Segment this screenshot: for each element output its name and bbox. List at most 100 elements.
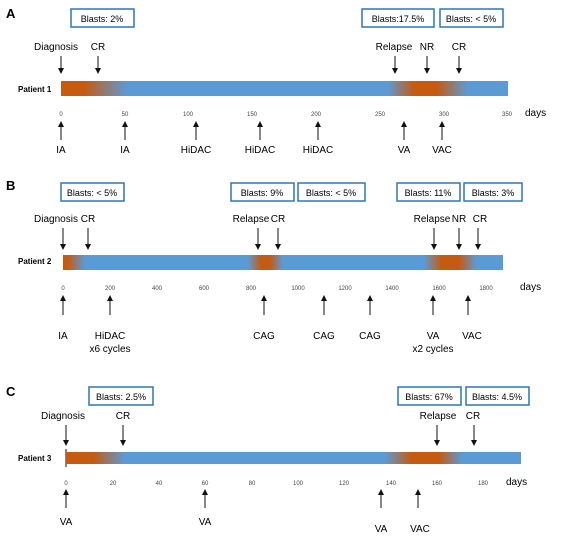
panel-letter: C (6, 384, 16, 399)
blasts-box (60, 182, 125, 202)
svg-text:600: 600 (199, 286, 210, 292)
svg-text:1400: 1400 (385, 286, 399, 292)
svg-text:VA: VA (398, 145, 411, 156)
days-label: days (520, 282, 541, 293)
days-label: days (506, 477, 527, 488)
panel-letter: B (6, 178, 15, 193)
blasts-label: Blasts: < 5% (306, 188, 356, 198)
svg-text:VA: VA (427, 331, 440, 342)
timeline-bar (66, 452, 521, 464)
event-labels-bottom: VA VA VA VAC (60, 517, 430, 535)
svg-text:IA: IA (120, 145, 130, 156)
svg-text:CR: CR (116, 411, 130, 422)
svg-text:200: 200 (311, 112, 322, 118)
svg-text:VA: VA (199, 517, 212, 528)
svg-text:350: 350 (502, 112, 513, 118)
svg-text:VA: VA (60, 517, 73, 528)
blasts-label: Blasts: 67% (405, 392, 453, 402)
svg-text:x6 cycles: x6 cycles (89, 344, 130, 355)
days-label: days (525, 108, 546, 119)
arrows-bottom (58, 121, 445, 140)
svg-text:0: 0 (64, 481, 68, 487)
blasts-label: Blasts: < 5% (446, 14, 496, 24)
svg-text:CAG: CAG (313, 331, 335, 342)
svg-text:800: 800 (246, 286, 257, 292)
blasts-box (396, 182, 461, 202)
svg-text:100: 100 (293, 481, 304, 487)
blasts-box (463, 182, 523, 202)
svg-text:CR: CR (271, 214, 285, 225)
svg-text:HiDAC: HiDAC (245, 145, 276, 156)
svg-text:CAG: CAG (359, 331, 381, 342)
svg-text:VAC: VAC (410, 524, 430, 535)
svg-text:0: 0 (61, 286, 65, 292)
timeline-bar (63, 255, 503, 270)
svg-text:Relapse: Relapse (233, 214, 270, 225)
svg-text:Relapse: Relapse (414, 214, 451, 225)
blasts-box (465, 386, 530, 406)
arrows-bottom (63, 489, 421, 508)
axis-ticks: 0 50 100 150 200 250 300 350 (59, 112, 512, 118)
patient-label: Patient 2 (18, 257, 52, 266)
blasts-label: Blasts: 4.5% (472, 392, 522, 402)
blasts-label: Blasts: 3% (472, 188, 515, 198)
svg-text:NR: NR (452, 214, 466, 225)
panel-b: B Blasts: < 5% Blasts: 9% Blasts: < 5% B… (6, 178, 541, 355)
svg-text:0: 0 (59, 112, 63, 118)
svg-text:80: 80 (249, 481, 256, 487)
svg-text:400: 400 (152, 286, 163, 292)
arrows-top (63, 425, 477, 446)
svg-text:CR: CR (466, 411, 480, 422)
svg-text:HiDAC: HiDAC (95, 331, 126, 342)
event-label-top: CR (91, 42, 105, 53)
svg-text:140: 140 (386, 481, 397, 487)
blasts-box (361, 8, 435, 28)
svg-text:180: 180 (478, 481, 489, 487)
svg-text:50: 50 (122, 112, 129, 118)
event-label-top: Diagnosis (34, 42, 78, 53)
patient-label: Patient 1 (18, 85, 52, 94)
svg-text:40: 40 (156, 481, 163, 487)
blasts-box (297, 182, 366, 202)
timeline-bar (61, 81, 508, 96)
svg-text:1600: 1600 (432, 286, 446, 292)
svg-text:150: 150 (247, 112, 258, 118)
svg-text:Diagnosis: Diagnosis (34, 214, 78, 225)
event-label-top: Relapse (376, 42, 413, 53)
svg-text:HiDAC: HiDAC (303, 145, 334, 156)
panel-a: A Blasts: 2% Blasts:17.5% Blasts: < 5% D… (6, 6, 546, 156)
blasts-box (70, 8, 135, 28)
svg-text:IA: IA (56, 145, 66, 156)
blasts-label: Blasts: 2% (81, 14, 124, 24)
event-labels-top: Diagnosis CR Relapse CR (41, 411, 480, 422)
svg-text:120: 120 (339, 481, 350, 487)
svg-text:160: 160 (432, 481, 443, 487)
svg-text:HiDAC: HiDAC (181, 145, 212, 156)
arrows-top (60, 228, 481, 250)
svg-text:60: 60 (202, 481, 209, 487)
svg-text:VAC: VAC (432, 145, 452, 156)
svg-text:Relapse: Relapse (420, 411, 457, 422)
svg-text:1200: 1200 (338, 286, 352, 292)
svg-text:1000: 1000 (291, 286, 305, 292)
patient-label: Patient 3 (18, 454, 52, 463)
event-labels-bottom: IA HiDAC x6 cycles CAG CAG CAG VA x2 cyc… (58, 331, 482, 355)
svg-text:VA: VA (375, 524, 388, 535)
event-labels-bottom: IA IA HiDAC HiDAC HiDAC VA VAC (56, 145, 452, 156)
svg-text:100: 100 (183, 112, 194, 118)
panel-letter: A (6, 6, 16, 21)
event-label-top: CR (452, 42, 466, 53)
event-labels-top: Diagnosis CR Relapse CR Relapse NR CR (34, 214, 487, 225)
arrows-bottom (60, 295, 471, 315)
blasts-label: Blasts: 2.5% (96, 392, 146, 402)
axis-ticks: 0 200 400 600 800 1000 1200 1400 1600 18… (61, 286, 493, 292)
event-label-top: NR (420, 42, 434, 53)
blasts-label: Blasts: 9% (241, 188, 284, 198)
svg-text:200: 200 (105, 286, 116, 292)
svg-text:250: 250 (375, 112, 386, 118)
svg-text:20: 20 (110, 481, 117, 487)
svg-text:VAC: VAC (462, 331, 482, 342)
svg-text:IA: IA (58, 331, 68, 342)
svg-text:CR: CR (473, 214, 487, 225)
